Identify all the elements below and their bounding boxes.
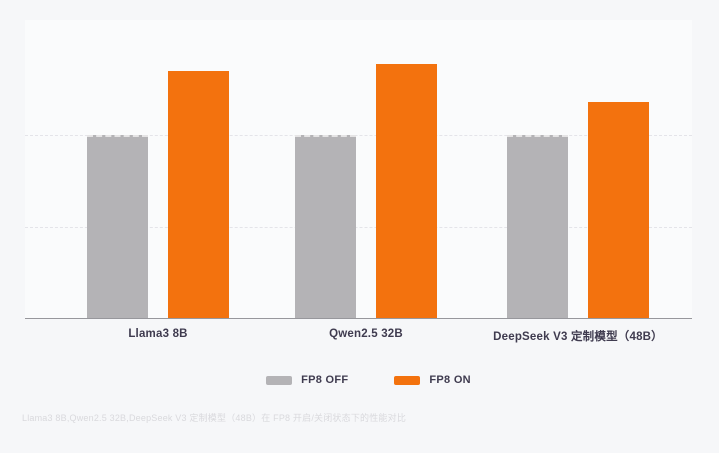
bar-fp8-on-2 [588, 102, 649, 318]
legend-item-fp8-off: FP8 OFF [266, 374, 348, 386]
bar-fp8-off-2 [507, 135, 568, 318]
fp8-on-swatch-icon [394, 375, 421, 385]
gridline-1 [25, 135, 692, 136]
bar-fp8-off-1 [295, 135, 356, 318]
x-axis-label-qwen2-5-32b: Qwen2.5 32B [329, 328, 403, 340]
x-axis-label-llama3-8b: Llama3 8B [128, 328, 188, 340]
bar-fp8-on-0 [168, 71, 229, 318]
x-axis-label-deepseek-v3-48b: DeepSeek V3 定制模型（48B） [493, 331, 663, 343]
bar-fp8-on-1 [376, 64, 437, 318]
legend: FP8 OFF FP8 ON [0, 374, 719, 386]
legend-label-fp8-on: FP8 ON [429, 374, 471, 386]
legend-label-fp8-off: FP8 OFF [301, 374, 349, 386]
fp8-off-swatch-icon [266, 375, 293, 385]
x-axis-line [25, 318, 692, 319]
figure-caption: Llama3 8B,Qwen2.5 32B,DeepSeek V3 定制模型（4… [22, 413, 407, 423]
bar-fp8-off-0 [87, 135, 148, 318]
legend-item-fp8-on: FP8 ON [394, 374, 471, 386]
gridline-0.5 [25, 226, 692, 228]
